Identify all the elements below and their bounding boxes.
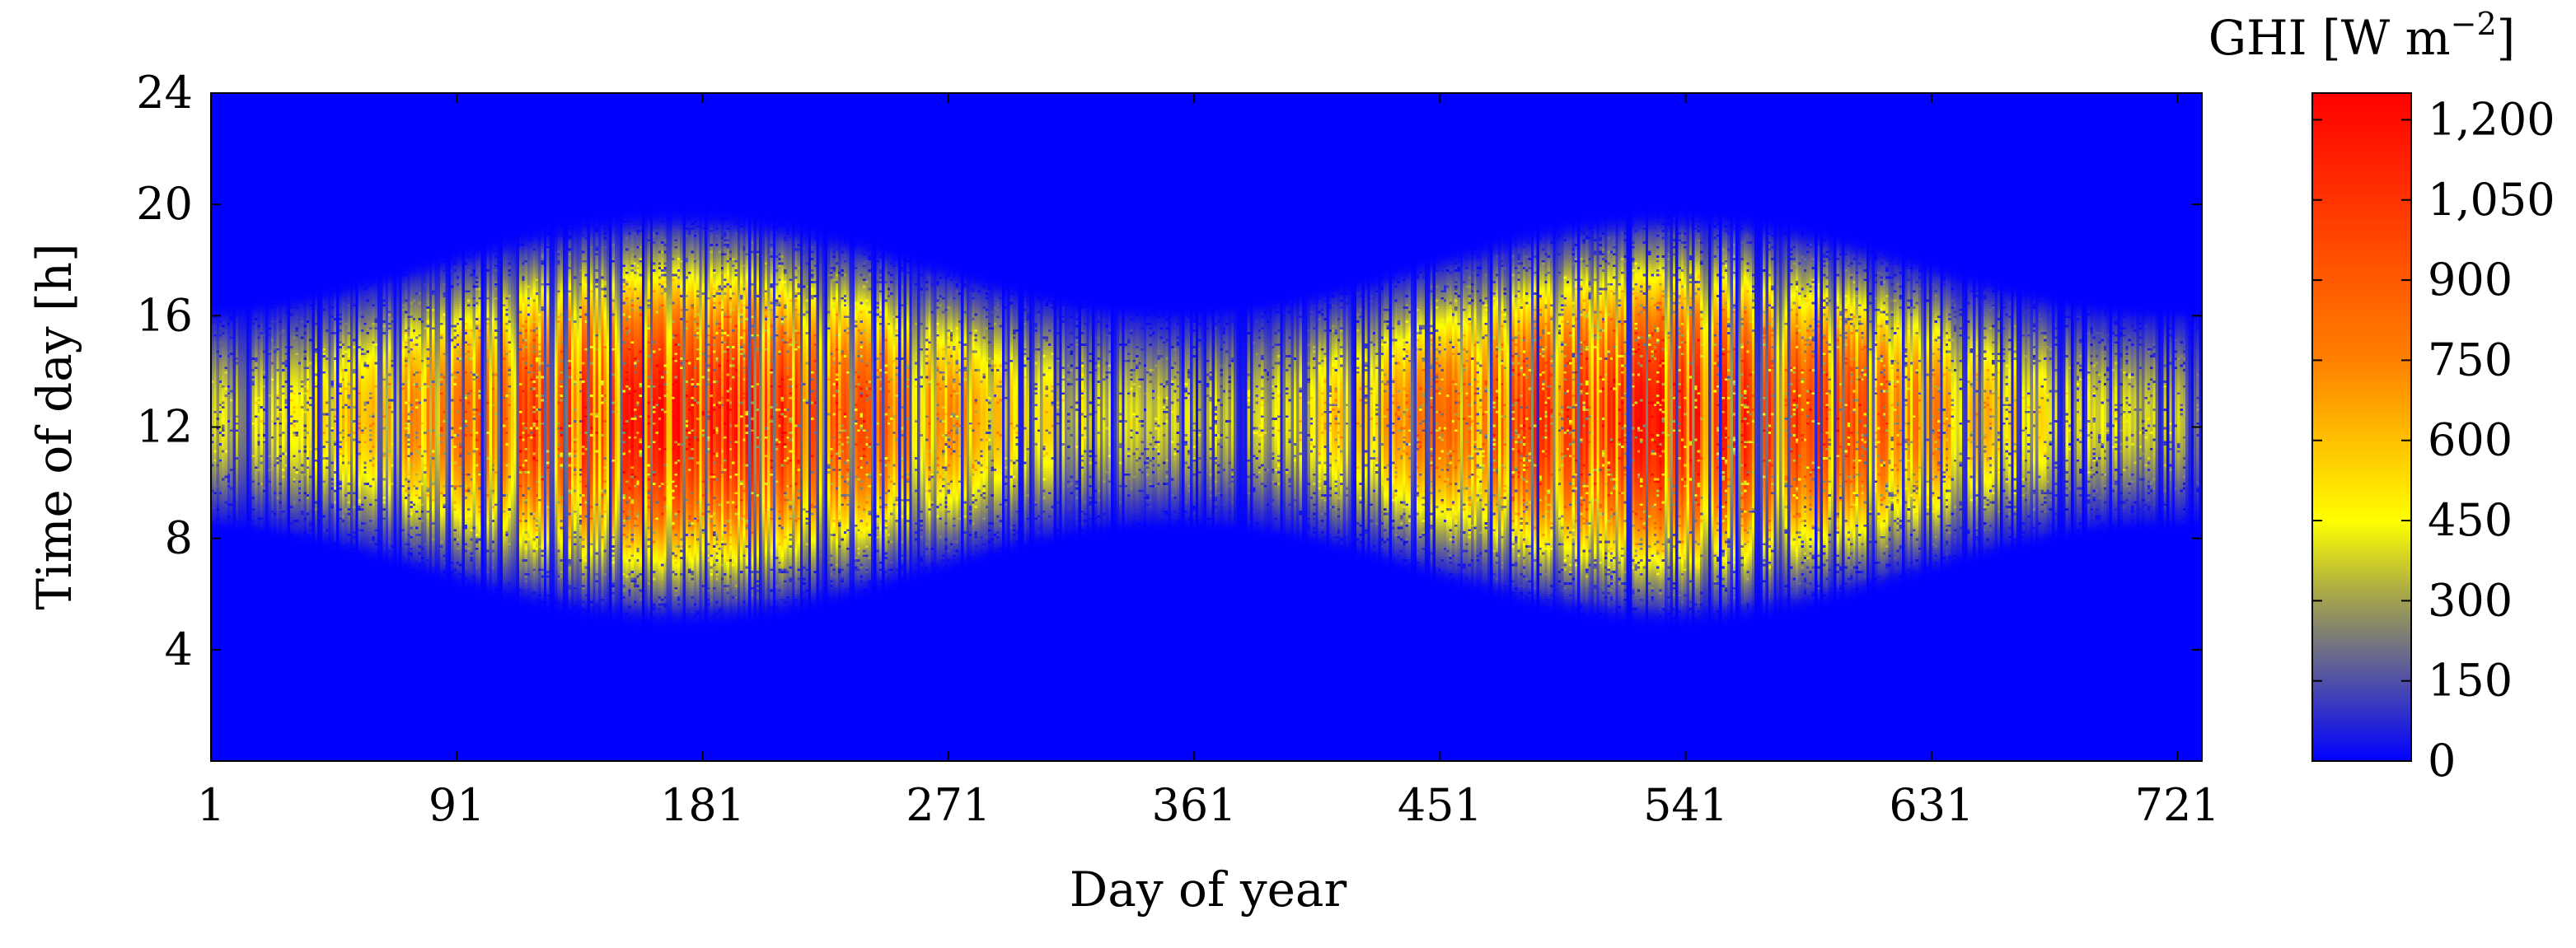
colorbar-title: GHI [W m−2] [2208, 6, 2516, 66]
colorbar-tick-label: 600 [2428, 414, 2513, 466]
x-tick-label: 181 [660, 779, 745, 831]
colorbar-title-close: ] [2497, 10, 2516, 66]
colorbar-tick-label: 450 [2428, 494, 2513, 546]
colorbar: 0 150 300 450 600 750 900 1,050 1,200 [2311, 92, 2555, 787]
colorbar-tick-label: 1,200 [2428, 93, 2555, 145]
x-axis-label: Day of year [1070, 862, 1347, 918]
colorbar-tick-label: 150 [2428, 655, 2513, 707]
x-tick-label: 1 [197, 779, 225, 831]
x-tick-label: 631 [1889, 779, 1974, 831]
colorbar-tick-label: 900 [2428, 254, 2513, 306]
x-tick-label: 451 [1398, 779, 1482, 831]
x-tick-label: 721 [2135, 779, 2220, 831]
colorbar-tick-label: 0 [2428, 735, 2456, 787]
y-tick-label: 12 [136, 401, 193, 453]
x-tick-label: 271 [906, 779, 991, 831]
colorbar-tick-label: 300 [2428, 574, 2513, 626]
x-tick-label: 361 [1152, 779, 1237, 831]
colorbar-title-exponent: −2 [2451, 6, 2497, 42]
x-tick-label: 91 [429, 779, 485, 831]
y-tick-label: 20 [136, 178, 193, 230]
x-axis: 1 91 181 271 361 451 541 631 721 [197, 93, 2220, 831]
plot-area [210, 92, 2203, 762]
colorbar-tick-label: 750 [2428, 334, 2513, 385]
colorbar-title-main: GHI [W m [2208, 10, 2451, 66]
y-tick-label: 4 [165, 623, 193, 675]
y-tick-label: 16 [136, 289, 193, 341]
colorbar-tick-label: 1,050 [2428, 174, 2555, 226]
y-axis-label: Time of day [h] [26, 243, 82, 609]
heatmap-raster [211, 93, 2202, 761]
y-tick-label: 8 [165, 512, 193, 564]
y-tick-label: 24 [136, 67, 193, 119]
y-axis: 4 8 12 16 20 24 [136, 67, 2202, 675]
colorbar-gradient [2311, 92, 2412, 762]
x-tick-label: 541 [1643, 779, 1728, 831]
